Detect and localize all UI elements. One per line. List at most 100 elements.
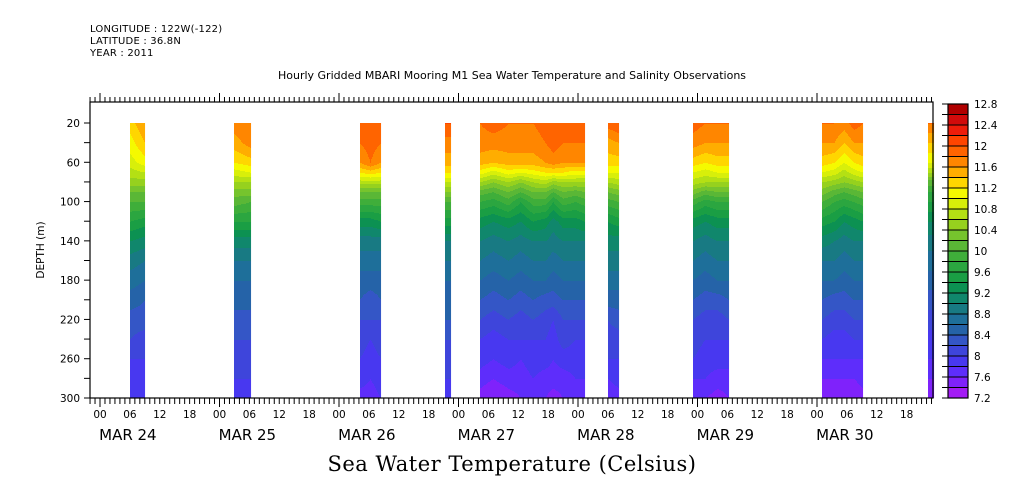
contour-band [583,175,585,179]
contour-band [496,253,498,274]
contour-band [141,263,143,284]
contour-band [542,261,544,282]
contour-band [481,174,483,179]
contour-band [244,261,246,282]
contour-band [724,187,726,193]
contour-band [368,218,370,228]
contour-band [610,166,612,174]
contour-band [236,248,238,262]
contour-band [561,168,563,174]
contour-band [446,173,448,179]
contour-band [523,173,525,177]
contour-band [488,176,490,181]
contour-band [538,281,540,298]
contour-band [144,179,146,187]
contour-band [560,203,562,211]
contour-band [545,177,547,181]
contour-band [494,150,496,164]
contour-band [530,240,532,260]
contour-band [235,206,237,215]
contour-band [707,340,709,377]
contour-band [716,340,718,371]
contour-band [563,182,565,188]
contour-band [611,166,613,174]
contour-band [828,176,830,182]
contour-band [367,174,369,178]
contour-band [550,168,552,174]
contour-band [584,171,586,176]
contour-band [245,172,247,178]
contour-band [491,133,493,151]
contour-band [718,166,720,174]
contour-band [532,153,534,166]
contour-band [490,293,492,313]
contour-band [372,212,374,220]
contour-band [722,182,724,188]
contour-band [488,274,490,295]
contour-band [550,391,552,398]
contour-band [369,227,371,237]
contour-band [510,211,512,219]
contour-band [826,171,828,178]
contour-band [831,191,833,198]
contour-band [615,225,617,237]
contour-band [705,214,707,223]
contour-band [496,292,498,313]
contour-band [514,124,516,154]
contour-band [723,197,725,203]
contour-band [249,310,251,341]
contour-band [234,169,236,177]
contour-band [531,230,533,242]
contour-band [568,320,570,348]
contour-band [614,123,616,132]
contour-band [491,214,493,224]
contour-band [526,195,528,201]
contour-band [532,124,534,154]
contour-band [519,183,521,189]
contour-band [505,211,507,219]
contour-band [372,177,374,182]
contour-band [133,158,135,170]
contour-band [722,124,724,144]
contour-band [519,123,521,125]
contour-band [567,163,569,168]
contour-band [491,312,493,332]
contour-band [556,176,558,180]
contour-band [608,173,610,179]
contour-band [495,150,497,164]
contour-band [369,123,371,160]
contour-band [824,235,826,248]
contour-band [494,206,496,215]
contour-band [537,175,539,180]
contour-band [705,222,707,236]
contour-band [528,340,530,372]
contour-band [490,175,492,180]
contour-band [542,184,544,189]
contour-band [828,164,830,172]
contour-band [487,383,489,398]
contour-band [531,299,533,320]
contour-band [488,215,490,225]
contour-band [511,390,513,398]
contour-band [579,281,581,301]
contour-band [711,372,713,395]
contour-band [513,366,515,392]
contour-band [724,123,726,125]
contour-band [575,163,577,168]
contour-band [723,173,725,179]
contour-band [696,156,698,166]
contour-band [568,163,570,168]
contour-band [574,377,576,398]
contour-band [721,173,723,179]
contour-band [540,159,542,168]
contour-band [484,239,486,259]
contour-band [134,142,136,160]
contour-band [131,359,133,398]
contour-band [831,197,833,205]
contour-band [578,197,580,204]
contour-band [582,198,584,206]
contour-band [716,370,718,391]
contour-band [370,199,372,206]
contour-band [360,199,362,206]
contour-band [142,359,144,398]
